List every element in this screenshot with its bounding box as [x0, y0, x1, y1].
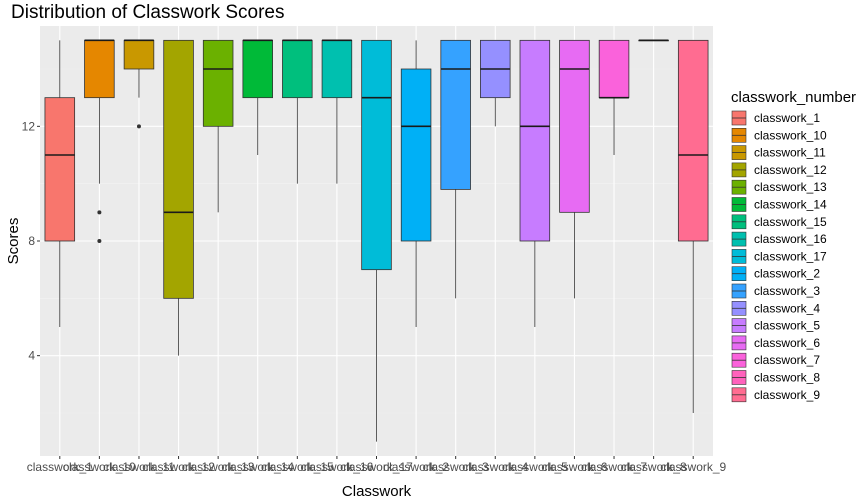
- legend-item: classwork_16: [731, 231, 827, 247]
- x-axis: classwork_1classwork_10classwork_11class…: [27, 456, 727, 474]
- box: [44, 97, 76, 242]
- box: [519, 39, 551, 242]
- legend-item: classwork_13: [731, 179, 827, 195]
- legend: classwork_number classwork_1 classwork_10…: [731, 89, 856, 403]
- x-tick-label: classwork_2: [383, 460, 449, 474]
- box: [84, 39, 115, 99]
- legend-item: classwork_15: [731, 214, 827, 230]
- box-group: [282, 39, 313, 184]
- box-group: [440, 39, 471, 299]
- x-tick-label: classwork_7: [581, 460, 647, 474]
- legend-label: classwork_14: [754, 198, 827, 212]
- legend-label: classwork_12: [754, 163, 827, 177]
- legend-label: classwork_8: [754, 371, 820, 385]
- legend-item: classwork_12: [731, 162, 827, 178]
- legend-label: classwork_13: [754, 180, 827, 194]
- legend-item: classwork_11: [731, 145, 826, 160]
- box-group: [202, 39, 234, 213]
- box-series: [44, 39, 709, 442]
- box: [282, 39, 313, 99]
- box-group: [677, 39, 709, 413]
- legend-item: classwork_4: [731, 300, 820, 316]
- x-tick-label: classwork_9: [660, 460, 726, 474]
- legend-label: classwork_17: [754, 249, 827, 263]
- y-axis-title: Scores: [5, 218, 22, 265]
- box-group: [598, 39, 630, 155]
- box: [361, 39, 392, 271]
- legend-label: classwork_4: [754, 301, 820, 315]
- legend-item: classwork_8: [731, 370, 820, 385]
- box: [598, 39, 630, 99]
- x-tick-label: classwork_3: [423, 460, 489, 474]
- x-tick-label: classwork_11: [103, 460, 175, 474]
- box-group: [84, 39, 115, 243]
- y-tick-label: 8: [28, 234, 35, 248]
- x-tick-label: classwork_14: [221, 460, 294, 474]
- x-tick-label: classwork_15: [261, 460, 334, 474]
- legend-label: classwork_1: [754, 111, 820, 125]
- legend-label: classwork_2: [754, 267, 820, 281]
- legend-label: classwork_3: [754, 284, 820, 298]
- legend-label: classwork_11: [754, 146, 826, 160]
- legend-item: classwork_10: [731, 128, 827, 143]
- box: [321, 39, 353, 99]
- box: [677, 39, 709, 242]
- outlier-point: [97, 239, 102, 243]
- legend-title: classwork_number: [731, 89, 856, 106]
- legend-label: classwork_10: [754, 128, 827, 142]
- box-group: [519, 39, 551, 327]
- box-group: [400, 40, 432, 327]
- box: [559, 39, 590, 213]
- x-tick-label: classwork_17: [340, 460, 413, 474]
- chart-title: Distribution of Classwork Scores: [11, 2, 284, 23]
- x-tick-label: classwork_10: [63, 460, 136, 474]
- x-tick-label: classwork_12: [142, 460, 215, 474]
- legend-label: classwork_6: [754, 336, 820, 350]
- x-tick-label: classwork_13: [182, 460, 255, 474]
- x-tick-label: classwork_4: [462, 460, 528, 474]
- y-tick-label: 4: [28, 349, 35, 363]
- outlier-point: [97, 210, 102, 215]
- x-tick-label: classwork_1: [27, 460, 93, 474]
- y-axis: 4 8 12: [22, 119, 40, 363]
- legend-item: classwork_6: [731, 335, 820, 351]
- legend-item: classwork_14: [731, 197, 827, 212]
- box-group: [123, 39, 155, 129]
- box-group: [480, 39, 511, 127]
- box-group: [44, 40, 76, 327]
- box: [202, 39, 234, 127]
- y-tick-label: 12: [22, 119, 36, 133]
- box-group: [321, 39, 353, 184]
- legend-item: classwork_9: [731, 387, 820, 403]
- legend-label: classwork_5: [754, 319, 820, 333]
- x-tick-label: classwork_6: [541, 460, 607, 474]
- x-tick-label: classwork_16: [301, 460, 374, 474]
- box-group: [163, 39, 194, 356]
- box-group: [242, 39, 273, 155]
- legend-item: classwork_17: [731, 249, 827, 264]
- box: [242, 39, 273, 99]
- legend-label: classwork_16: [754, 232, 827, 246]
- x-axis-title: Classwork: [342, 483, 412, 500]
- box: [440, 39, 471, 190]
- box-group: [559, 39, 590, 299]
- legend-item: classwork_7: [731, 352, 820, 368]
- x-tick-label: classwork_5: [502, 460, 568, 474]
- box-group: [638, 39, 669, 42]
- box: [163, 39, 194, 299]
- box: [400, 68, 432, 242]
- box: [123, 39, 155, 70]
- legend-item: classwork_5: [731, 318, 820, 333]
- legend-item: classwork_1: [731, 110, 820, 126]
- legend-item: classwork_3: [731, 283, 820, 299]
- legend-label: classwork_7: [754, 353, 820, 367]
- legend-label: classwork_15: [754, 215, 827, 229]
- box-group: [361, 39, 392, 442]
- outlier-point: [136, 124, 141, 129]
- legend-item: classwork_2: [731, 266, 820, 282]
- x-tick-label: classwork_8: [621, 460, 687, 474]
- legend-label: classwork_9: [754, 388, 820, 402]
